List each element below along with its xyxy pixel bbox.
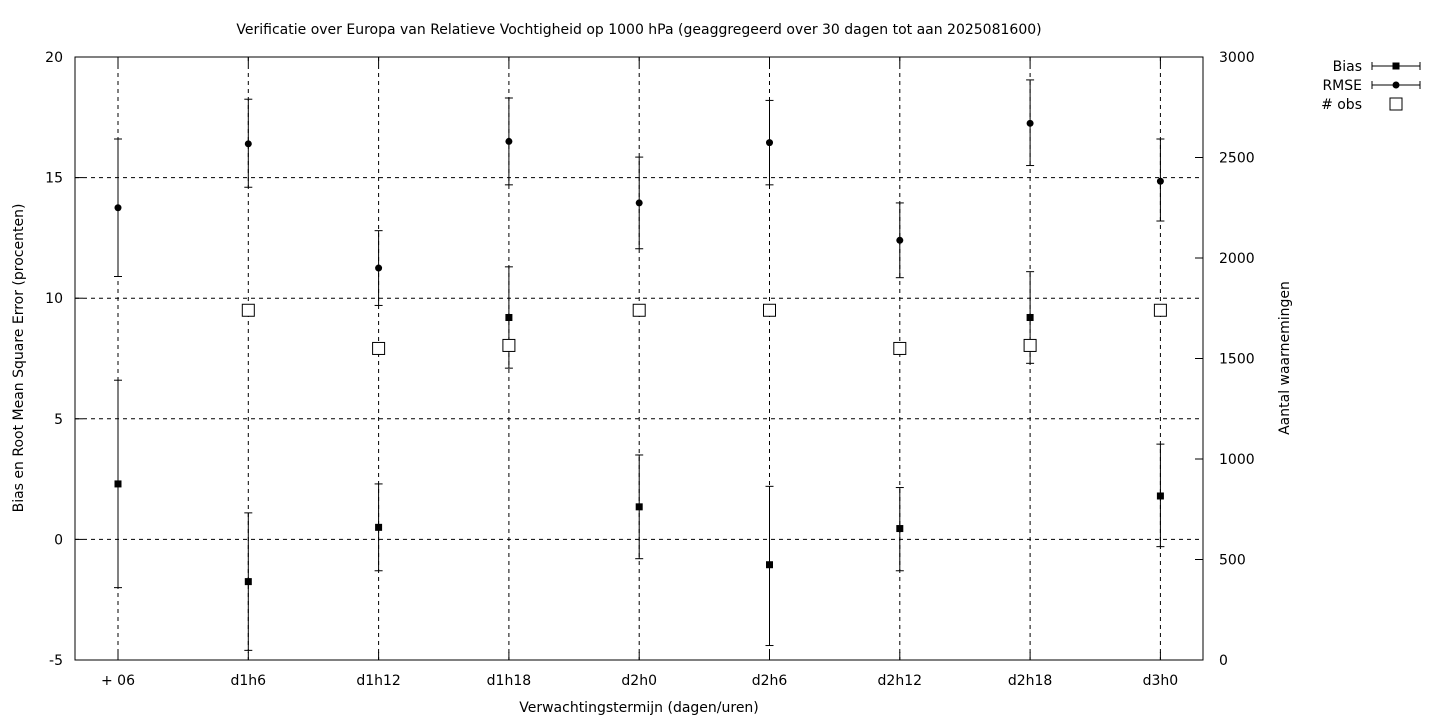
x-tick-label: d1h6 [231, 673, 267, 689]
rmse-point [1026, 119, 1034, 127]
rmse-point [635, 199, 643, 207]
legend: Bias RMSE # obs [1321, 59, 1421, 113]
rmse-point [114, 204, 122, 212]
obs-point [372, 341, 386, 355]
legend-label: RMSE [1322, 78, 1362, 94]
obs-point [1023, 338, 1037, 352]
legend-bias-marker [1392, 62, 1400, 70]
y-tick-label: -5 [49, 653, 63, 669]
marks-layer [114, 79, 1167, 651]
bias-point [766, 561, 773, 569]
rmse-point [766, 139, 773, 147]
obs-point [502, 338, 516, 352]
legend-rmse-marker [1392, 81, 1400, 89]
y2-tick-label: 0 [1219, 653, 1228, 669]
bias-point [1156, 492, 1164, 500]
bias-point [635, 503, 643, 511]
obs-point [241, 303, 255, 317]
bias-point [1026, 313, 1034, 321]
x-tick-label: d1h18 [487, 673, 531, 689]
chart-title: Verificatie over Europa van Relatieve Vo… [236, 22, 1041, 38]
x-tick-label: d2h18 [1008, 673, 1052, 689]
y2-tick-label: 1500 [1219, 352, 1255, 368]
legend-obs-marker [1389, 97, 1403, 111]
rmse-point [896, 236, 904, 244]
y2-tick-label: 500 [1219, 553, 1246, 569]
legend-label: Bias [1333, 59, 1362, 75]
bias-point [375, 523, 383, 531]
x-tick-label: + 06 [101, 673, 135, 689]
bias-point [505, 313, 513, 321]
rmse-point [505, 137, 513, 145]
y-tick-label: 20 [45, 50, 63, 66]
bias-point [114, 480, 122, 488]
obs-point [1153, 303, 1167, 317]
y2-tick-label: 2500 [1219, 151, 1255, 167]
y-tick-label: 10 [45, 291, 63, 307]
rmse-point [1156, 177, 1164, 185]
obs-point [893, 341, 907, 355]
y2-axis-label: Aantal waarnemingen [1277, 281, 1293, 435]
x-tick-label: d2h12 [878, 673, 922, 689]
bias-point [244, 578, 252, 586]
y2-tick-label: 3000 [1219, 50, 1255, 66]
x-tick-label: d2h0 [621, 673, 657, 689]
x-tick-label: d2h6 [752, 673, 788, 689]
rmse-point [244, 140, 252, 148]
y-tick-label: 5 [54, 412, 63, 428]
grid-layer [75, 57, 1203, 660]
bias-point [896, 525, 904, 533]
axes-layer: -5 0 5 10 15 20 0 500 1000 1500 2000 2500 3000 + 06 d1… [45, 50, 1254, 689]
obs-point [632, 303, 646, 317]
x-tick-label: d3h0 [1143, 673, 1179, 689]
y-tick-label: 0 [54, 532, 63, 548]
obs-point [763, 303, 776, 317]
x-tick-label: d1h12 [356, 673, 400, 689]
legend-label: # obs [1321, 97, 1362, 113]
x-axis-label: Verwachtingstermijn (dagen/uren) [519, 700, 759, 716]
y-axis-label: Bias en Root Mean Square Error (procente… [11, 204, 27, 513]
y2-tick-label: 1000 [1219, 452, 1255, 468]
rmse-point [375, 264, 383, 272]
y2-tick-label: 2000 [1219, 251, 1255, 267]
y-tick-label: 15 [45, 171, 63, 187]
